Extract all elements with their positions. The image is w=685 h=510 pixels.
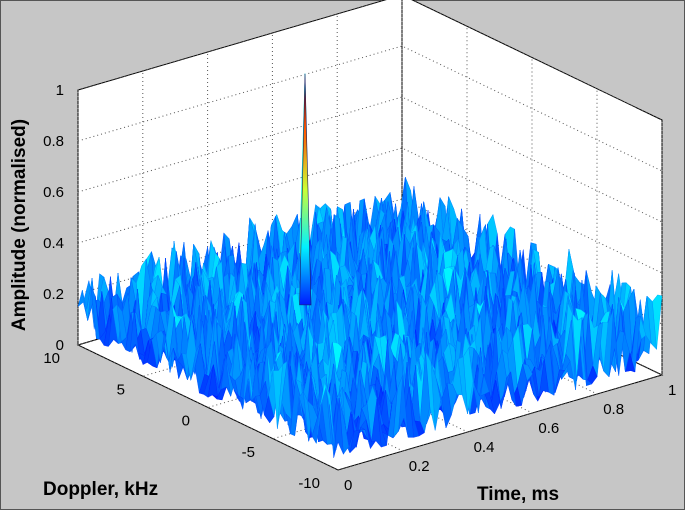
grid-line-doppler-floor xyxy=(337,374,663,471)
x-tick-label: 0.6 xyxy=(538,420,559,437)
z-tick-label: 0.2 xyxy=(43,286,64,303)
y-tick-label: -10 xyxy=(298,475,320,492)
y-tick-label: 0 xyxy=(182,413,190,430)
z-tick-label: 0.8 xyxy=(43,133,64,150)
z-tick-label: 0.6 xyxy=(43,184,64,201)
y-tick-label: 10 xyxy=(43,350,60,367)
z-tick-label: 1 xyxy=(56,82,64,99)
y-tick-label: -5 xyxy=(242,444,255,461)
x-tick-label: 0 xyxy=(344,477,352,494)
x-tick-label: 1 xyxy=(668,382,676,399)
grid-line-amplitude xyxy=(77,45,663,172)
x-tick-label: 0.2 xyxy=(409,458,430,475)
grid-line-amplitude xyxy=(77,96,663,223)
z-tick-label: 0.4 xyxy=(43,235,64,252)
y-axis-label: Doppler, kHz xyxy=(43,479,158,500)
grid-line-amplitude xyxy=(77,147,663,274)
y-tick-label: 5 xyxy=(117,381,125,398)
grid-line-time-floor xyxy=(77,344,339,471)
grid-line-amplitude xyxy=(77,0,663,121)
surface-plot xyxy=(77,73,663,458)
x-tick-label: 0.4 xyxy=(474,439,495,456)
x-tick-label: 0.8 xyxy=(603,401,624,418)
z-axis-label: Amplitude (normalised) xyxy=(9,119,30,331)
x-axis-label: Time, ms xyxy=(477,484,559,505)
